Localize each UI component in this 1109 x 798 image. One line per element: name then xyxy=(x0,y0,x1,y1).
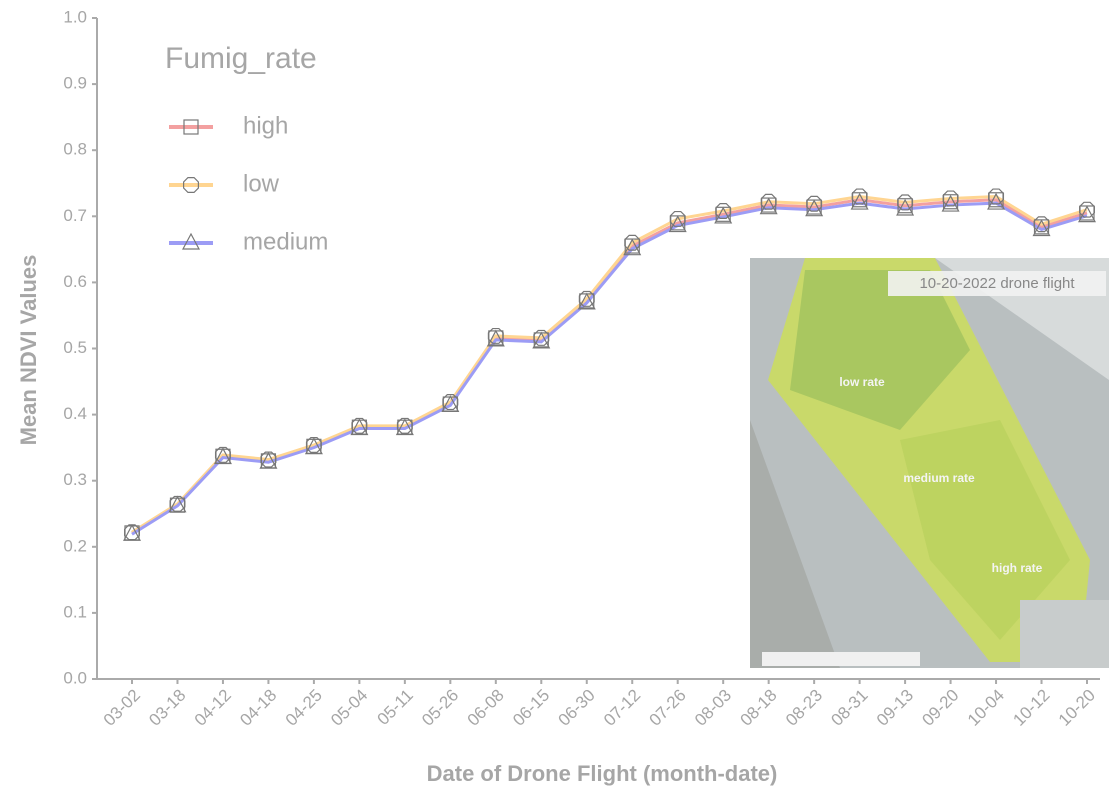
x-tick-label: 07-12 xyxy=(600,686,644,730)
x-tick-label: 10-20 xyxy=(1055,686,1099,730)
legend-title: Fumig_rate xyxy=(165,42,317,75)
inset-label: medium rate xyxy=(903,471,975,485)
y-tick-label: 0.4 xyxy=(63,404,87,423)
inset-image: 10-20-2022 drone flight low rate medium … xyxy=(750,258,1109,668)
x-tick-label: 05-04 xyxy=(327,686,371,730)
y-tick-label: 0.0 xyxy=(63,668,87,687)
y-tick-label: 0.8 xyxy=(63,140,87,159)
x-tick-label: 10-04 xyxy=(964,686,1008,730)
inset-title: 10-20-2022 drone flight xyxy=(919,275,1075,292)
x-tick-label: 08-31 xyxy=(827,686,871,730)
y-tick-label: 0.7 xyxy=(63,206,87,225)
y-axis-label: Mean NDVI Values xyxy=(16,255,41,446)
x-tick-label: 05-26 xyxy=(418,686,462,730)
y-tick-label: 0.5 xyxy=(63,338,87,357)
y-tick-label: 0.3 xyxy=(63,470,87,489)
legend-label: high xyxy=(243,112,288,139)
x-axis-label: Date of Drone Flight (month-date) xyxy=(427,761,778,786)
x-tick-label: 08-03 xyxy=(691,686,735,730)
y-tick-label: 0.6 xyxy=(63,272,87,291)
chart: Mean NDVI Values Date of Drone Flight (m… xyxy=(0,0,1109,793)
x-tick-label: 06-30 xyxy=(555,686,599,730)
x-tick-label: 06-08 xyxy=(464,686,508,730)
legend-label: low xyxy=(243,170,280,197)
inset-area xyxy=(1020,600,1109,668)
inset-caption-box xyxy=(762,652,920,666)
x-tick-label: 09-20 xyxy=(918,686,962,730)
y-tick-label: 0.1 xyxy=(63,602,87,621)
y-tick-label: 1.0 xyxy=(63,7,87,26)
legend-label: medium xyxy=(243,228,328,255)
x-tick-label: 09-13 xyxy=(873,686,917,730)
x-tick-label: 08-18 xyxy=(736,686,780,730)
x-tick-label: 04-12 xyxy=(191,686,235,730)
inset-label: high rate xyxy=(992,561,1043,575)
x-tick-label: 06-15 xyxy=(509,686,553,730)
y-tick-label: 0.9 xyxy=(63,74,87,93)
x-tick-label: 03-18 xyxy=(145,686,189,730)
x-tick-label: 08-23 xyxy=(782,686,826,730)
inset-label: low rate xyxy=(839,375,885,389)
x-tick-label: 04-18 xyxy=(236,686,280,730)
x-tick-label: 04-25 xyxy=(282,686,326,730)
y-tick-label: 0.2 xyxy=(63,536,87,555)
x-tick-label: 10-12 xyxy=(1009,686,1053,730)
x-tick-label: 03-02 xyxy=(100,686,144,730)
x-tick-label: 07-26 xyxy=(646,686,690,730)
x-tick-label: 05-11 xyxy=(374,686,417,729)
